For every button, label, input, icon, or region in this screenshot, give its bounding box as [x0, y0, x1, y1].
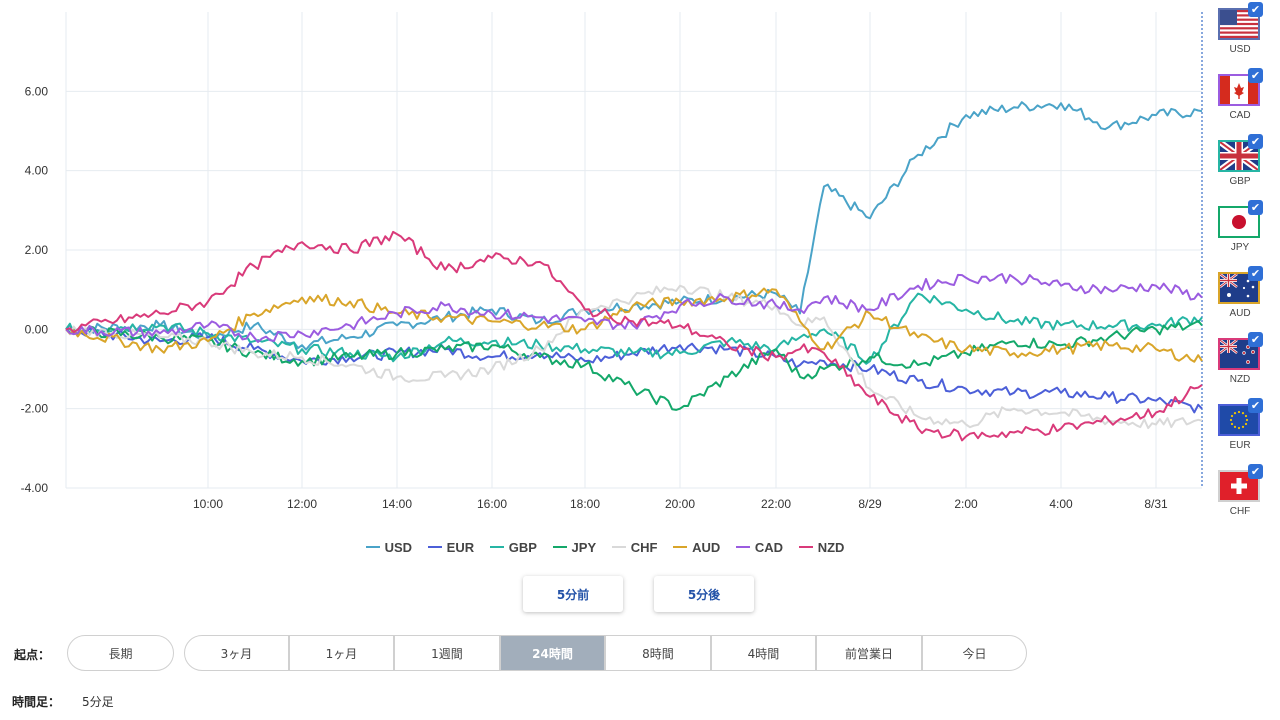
legend-label: EUR	[446, 539, 475, 555]
flag-toggle-jpy[interactable]: ✔ JPY	[1216, 198, 1264, 258]
x-tick-label: 18:00	[570, 497, 600, 511]
range-1month-button[interactable]: 1ヶ月	[289, 635, 394, 671]
flag-code: CAD	[1229, 110, 1251, 121]
check-icon: ✔	[1248, 68, 1263, 83]
check-icon: ✔	[1248, 266, 1263, 281]
flag-toggle-aud[interactable]: ✔ AUD	[1216, 264, 1264, 324]
x-tick-label: 14:00	[382, 497, 412, 511]
legend-swatch	[798, 546, 813, 548]
range-3month-button[interactable]: 3ヶ月	[184, 635, 289, 671]
flag-code: JPY	[1230, 242, 1250, 253]
y-tick-label: -2.00	[21, 402, 49, 416]
check-icon: ✔	[1248, 332, 1263, 347]
legend-item-gbp[interactable]: GBP	[489, 539, 537, 555]
flag-toggle-cad[interactable]: ✔ CAD	[1216, 66, 1264, 126]
check-icon: ✔	[1248, 464, 1263, 479]
range-1week-button[interactable]: 1週間	[394, 635, 500, 671]
x-tick-label: 16:00	[477, 497, 507, 511]
flag-toggle-gbp[interactable]: ✔ GBP	[1216, 132, 1264, 192]
legend-label: JPY	[571, 539, 597, 555]
range-today-button[interactable]: 今日	[922, 635, 1027, 671]
legend-swatch	[735, 546, 750, 548]
legend-label: CAD	[754, 539, 784, 555]
x-tick-label: 4:00	[1049, 497, 1073, 511]
legend-label: NZD	[817, 539, 845, 555]
check-icon: ✔	[1248, 134, 1263, 149]
range-prev-business-day-button[interactable]: 前営業日	[816, 635, 922, 671]
next-5min-button[interactable]: 5分後	[654, 576, 754, 612]
flag-code: EUR	[1229, 440, 1251, 451]
strength-chart: 6.00 4.00 2.00 0.00 -2.00 -4.00 10:00 12:00 14:0…	[21, 12, 1203, 511]
range-8hour-button[interactable]: 8時間	[605, 635, 711, 671]
flag-code: NZD	[1229, 374, 1251, 385]
legend-item-jpy[interactable]: JPY	[552, 539, 597, 555]
y-tick-label: -4.00	[21, 481, 49, 495]
legend-label: AUD	[692, 539, 721, 555]
series-line-gbp	[65, 292, 1203, 365]
range-4hour-button[interactable]: 4時間	[711, 635, 816, 671]
timeframe-label: 時間足：	[12, 695, 61, 709]
series-line-chf	[65, 284, 1203, 430]
eu-flag-icon	[1218, 404, 1260, 436]
series-line-cad	[65, 273, 1203, 343]
range-24hour-button[interactable]: 24時間	[500, 635, 605, 671]
flag-code: AUD	[1229, 308, 1251, 319]
legend-item-chf[interactable]: CHF	[611, 539, 658, 555]
y-tick-label: 0.00	[25, 322, 49, 336]
y-tick-label: 2.00	[25, 243, 49, 257]
chart-legend: USD EUR GBP JPY CHF AUD CAD NZD	[0, 536, 1210, 555]
check-icon: ✔	[1248, 2, 1263, 17]
x-tick-label: 20:00	[665, 497, 695, 511]
series-line-eur	[65, 323, 1203, 414]
flag-code: CHF	[1229, 506, 1251, 517]
japan-flag-icon	[1218, 206, 1260, 238]
legend-label: GBP	[508, 539, 537, 555]
legend-item-usd[interactable]: USD	[365, 539, 413, 555]
y-tick-label: 4.00	[25, 164, 49, 178]
legend-swatch	[365, 546, 380, 548]
legend-swatch	[611, 546, 626, 548]
check-icon: ✔	[1248, 200, 1263, 215]
series-line-nzd	[65, 230, 1203, 442]
series-line-aud	[65, 287, 1203, 363]
x-tick-label: 2:00	[954, 497, 978, 511]
legend-swatch	[427, 546, 442, 548]
australia-flag-icon	[1218, 272, 1260, 304]
x-tick-label: 10:00	[193, 497, 223, 511]
flag-code: GBP	[1229, 176, 1251, 187]
new-zealand-flag-icon	[1218, 338, 1260, 370]
flag-toggle-eur[interactable]: ✔ EUR	[1216, 396, 1264, 456]
range-long-button[interactable]: 長期	[67, 635, 174, 671]
legend-label: USD	[384, 539, 413, 555]
flag-code: USD	[1229, 44, 1251, 55]
start-point-label: 起点：	[14, 648, 51, 662]
legend-item-aud[interactable]: AUD	[673, 540, 720, 555]
prev-5min-button[interactable]: 5分前	[523, 576, 623, 612]
legend-label: CHF	[630, 539, 658, 555]
flag-toggle-usd[interactable]: ✔ USD	[1216, 0, 1264, 60]
legend-swatch	[489, 546, 504, 548]
legend-swatch	[673, 546, 688, 548]
flag-toggle-chf[interactable]: ✔ CHF	[1216, 462, 1264, 522]
check-icon: ✔	[1248, 398, 1263, 413]
x-tick-label: 12:00	[287, 497, 317, 511]
legend-item-nzd[interactable]: NZD	[798, 539, 845, 555]
y-tick-label: 6.00	[25, 84, 49, 98]
x-tick-label: 8/29	[858, 497, 882, 511]
legend-item-eur[interactable]: EUR	[427, 539, 475, 555]
timeframe-value: 5分足	[82, 695, 114, 709]
x-tick-label: 8/31	[1144, 497, 1168, 511]
series-line-usd	[66, 101, 1203, 351]
legend-item-cad[interactable]: CAD	[735, 539, 784, 555]
legend-swatch	[552, 546, 567, 548]
x-tick-label: 22:00	[761, 497, 791, 511]
flag-toggle-nzd[interactable]: ✔ NZD	[1216, 330, 1264, 390]
